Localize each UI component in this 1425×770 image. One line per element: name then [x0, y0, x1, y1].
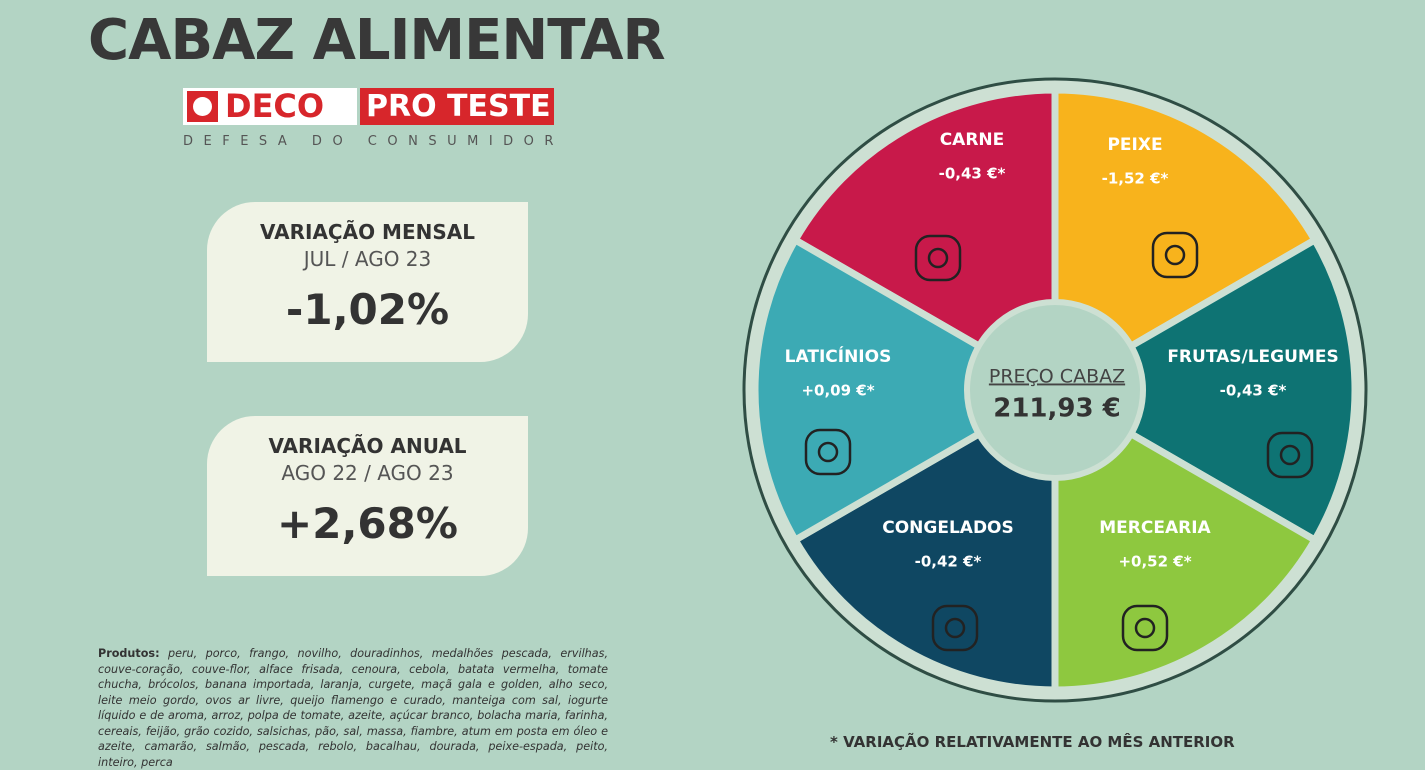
wheel: CARNE -0,43 €* PEIXE -1,52 €* FRUTAS/LEGUMES… [742, 77, 1368, 703]
segment-name: MERCEARIA [1099, 518, 1211, 538]
segment-icon [1121, 604, 1169, 652]
segment-change: +0,09 €* [801, 382, 874, 400]
segment [1047, 235, 1359, 545]
footnote: * VARIAÇÃO RELATIVAMENTE AO MÊS ANTERIOR [830, 733, 1235, 751]
center-label: PREÇO CABAZ [989, 366, 1125, 388]
segment-icon [914, 234, 962, 282]
segment [1051, 86, 1320, 397]
card-title: VARIAÇÃO ANUAL [268, 434, 467, 458]
segment-name: LATICÍNIOS [785, 345, 892, 367]
card-value: -1,02% [285, 285, 450, 334]
segment-icon [1134, 617, 1156, 639]
card-value: +2,68% [277, 499, 458, 548]
segment-icon [817, 441, 839, 463]
card-title: VARIAÇÃO MENSAL [260, 220, 475, 244]
card: VARIAÇÃO ANUAL AGO 22 / AGO 23 +2,68% [207, 416, 528, 576]
segment [790, 383, 1059, 694]
logo-tagline: DEFESA DO CONSUMIDOR [183, 134, 564, 149]
segment-icon [1151, 231, 1199, 279]
segment-change: +0,52 €* [1118, 553, 1191, 571]
card: VARIAÇÃO MENSAL JUL / AGO 23 -1,02% [207, 202, 528, 362]
segment-icon [804, 428, 852, 476]
segment-change: -0,43 €* [1220, 382, 1287, 400]
segment-name: CARNE [940, 130, 1005, 150]
center-value: 211,93 € [993, 394, 1120, 424]
segment-name: CONGELADOS [882, 518, 1014, 538]
segment-icon [1164, 244, 1186, 266]
logo: DECO PRO TESTE [183, 88, 554, 125]
card-period: AGO 22 / AGO 23 [281, 461, 454, 485]
card-period: JUL / AGO 23 [303, 247, 432, 271]
logo-icon [187, 91, 218, 122]
segment-icon [927, 247, 949, 269]
logo-deco: DECO [183, 88, 357, 125]
segment-name: FRUTAS/LEGUMES [1167, 347, 1338, 367]
segment-change: -0,43 €* [939, 165, 1006, 183]
center-circle [964, 299, 1146, 481]
segment-icon [1279, 444, 1301, 466]
page: CABAZ ALIMENTAR DECO PRO TESTE DEFESA DO… [88, 8, 1368, 769]
segment [1051, 383, 1320, 694]
segment-change: -1,52 €* [1102, 170, 1169, 188]
products-label: Produtos: [98, 647, 160, 660]
logo-right: PRO TESTE [360, 88, 554, 125]
segment-icon [944, 617, 966, 639]
segment-change: -0,42 €* [915, 553, 982, 571]
segment [751, 235, 1063, 545]
segment-icon [931, 604, 979, 652]
title: CABAZ ALIMENTAR [88, 8, 666, 73]
segment-icon [1266, 431, 1314, 479]
segment [790, 86, 1059, 397]
segment-name: PEIXE [1107, 135, 1162, 155]
logo-left: DECO [225, 87, 325, 125]
